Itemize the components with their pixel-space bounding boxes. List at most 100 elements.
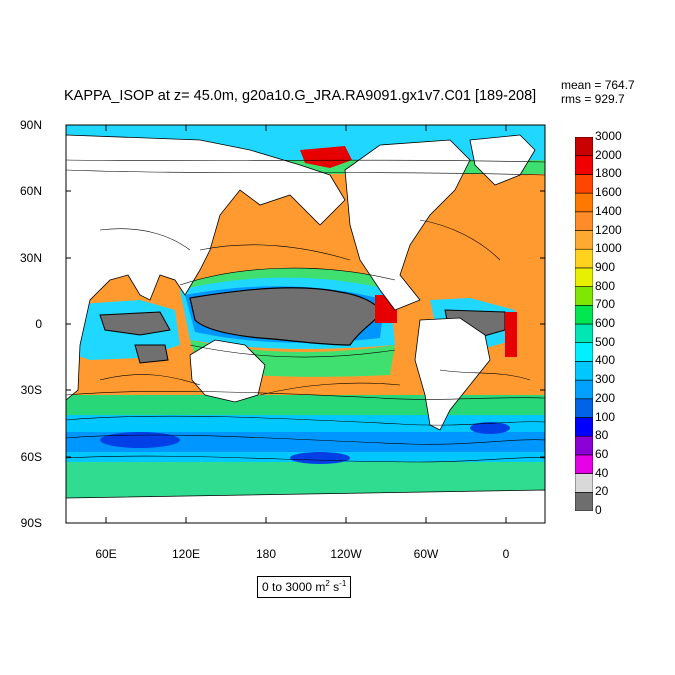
australia-land	[189, 339, 266, 403]
units-exp1: 2	[325, 579, 330, 588]
colorbar-swatch-80	[575, 417, 593, 437]
lat-label-30s: 30S	[20, 383, 42, 397]
contour-line-11	[259, 382, 401, 396]
arctic-red-patch-east	[300, 146, 352, 168]
units-label: 0 to 3000 m2 s-1	[257, 576, 352, 598]
colorbar-swatch-200	[575, 379, 593, 400]
colorbar-swatch-60	[575, 435, 593, 456]
colorbar-swatch-1800	[575, 155, 593, 175]
lat-label-90n: 90N	[19, 118, 42, 132]
southern-ocean-blue-band	[66, 432, 545, 454]
colorbar-swatch-20	[575, 473, 593, 493]
colorbar-swatch-1400	[575, 192, 593, 213]
colorbar-swatch-100	[575, 398, 593, 418]
colorbar-label-1600: 1600	[595, 185, 622, 200]
contour-line-9	[419, 219, 501, 261]
colorbar-label-20: 20	[595, 484, 609, 499]
colorbar-swatch-500	[575, 323, 593, 344]
lon-label-60w: 60W	[413, 547, 439, 561]
antarctica-land	[66, 489, 545, 523]
lat-label-eq: 0	[35, 317, 42, 331]
south-america-land	[414, 317, 491, 431]
pacific-low-diffusivity-zone	[189, 287, 383, 346]
colorbar-label-700: 700	[595, 297, 616, 312]
land-masses	[66, 134, 545, 523]
colorbar	[575, 137, 593, 511]
colorbar-swatch-700	[575, 286, 593, 306]
colorbar-label-400: 400	[595, 353, 616, 368]
units-prefix: 0 to 3000 m	[262, 580, 326, 594]
contour-line-10	[439, 369, 531, 381]
lon-label-180: 180	[255, 547, 277, 561]
colorbar-label-1200: 1200	[595, 222, 622, 237]
colorbar-label-1800: 1800	[595, 166, 622, 181]
mean-stat: mean = 764.7	[561, 78, 635, 92]
contour-line-7	[199, 244, 351, 261]
colorbar-swatch-2000	[575, 137, 593, 157]
lat-label-60n: 60N	[19, 184, 42, 198]
contour-lines	[66, 159, 545, 463]
contour-line-12	[99, 374, 201, 386]
colorbar-label-600: 600	[595, 316, 616, 330]
rms-value: 929.7	[594, 92, 625, 106]
africa-eurasia-land	[66, 134, 346, 401]
colorbar-label-500: 500	[595, 334, 616, 349]
contour-line-1	[66, 390, 545, 400]
colorbar-label-3000: 3000	[595, 129, 622, 143]
axis-ticks	[66, 124, 545, 524]
colorbar-label-1000: 1000	[595, 241, 622, 256]
contour-line-3	[66, 434, 545, 445]
deep-blue-patch-atlantic	[470, 422, 510, 434]
contour-line-13	[66, 169, 545, 176]
atlantic-red-coastal-patch	[505, 312, 517, 357]
lon-label-60e: 60E	[95, 547, 117, 561]
lat-label-30n: 30N	[19, 251, 42, 265]
contour-line-4	[66, 455, 545, 463]
colorbar-swatch-600	[575, 305, 593, 325]
lon-label-0: 0	[502, 547, 510, 561]
deep-blue-patch-pacific	[290, 452, 350, 464]
indian-low-zone-south	[134, 344, 169, 364]
colorbar-swatch-1600	[575, 174, 593, 194]
colorbar-swatch-800	[575, 267, 593, 287]
contour-line-14	[66, 159, 545, 163]
colorbar-label-60: 60	[595, 446, 609, 461]
colorbar-label-0: 0	[595, 503, 602, 517]
colorbar-swatch-300	[575, 361, 593, 381]
north-america-land	[344, 139, 471, 311]
greenland-land	[469, 134, 536, 186]
rms-stat: rms = 929.7	[561, 92, 625, 106]
colorbar-swatch-400	[575, 342, 593, 362]
colorbar-swatch-1200	[575, 211, 593, 231]
units-mid: s	[329, 580, 340, 594]
colorbar-label-80: 80	[595, 428, 609, 443]
colorbar-label-300: 300	[595, 372, 616, 387]
indian-low-zone-north	[99, 311, 171, 336]
contour-line-6	[189, 344, 396, 358]
lat-label-90s: 90S	[20, 516, 42, 530]
contour-line-2	[66, 415, 545, 426]
colorbar-label-800: 800	[595, 278, 616, 293]
mean-value: 764.7	[604, 78, 635, 92]
map-field	[66, 125, 545, 523]
contour-line-8	[99, 228, 191, 251]
lon-label-120e: 120E	[171, 547, 201, 561]
rms-label: rms =	[561, 92, 595, 106]
units-exp2: -1	[339, 579, 347, 588]
colorbar-swatch-0	[575, 491, 593, 511]
colorbar-label-900: 900	[595, 259, 616, 274]
plot-title: KAPPA_ISOP at z= 45.0m, g20a10.G_JRA.RA9…	[64, 88, 537, 104]
lat-label-60s: 60S	[20, 450, 42, 464]
colorbar-label-200: 200	[595, 390, 616, 405]
lon-label-120w: 120W	[330, 547, 362, 561]
colorbar-swatch-40	[575, 454, 593, 474]
contour-line-5	[179, 267, 396, 286]
deep-blue-patch-indian	[100, 432, 180, 448]
colorbar-swatch-900	[575, 248, 593, 269]
colorbar-label-40: 40	[595, 465, 609, 480]
colorbar-swatch-1000	[575, 230, 593, 250]
colorbar-label-1400: 1400	[595, 203, 622, 218]
mean-label: mean =	[561, 78, 605, 92]
colorbar-label-100: 100	[595, 409, 616, 424]
